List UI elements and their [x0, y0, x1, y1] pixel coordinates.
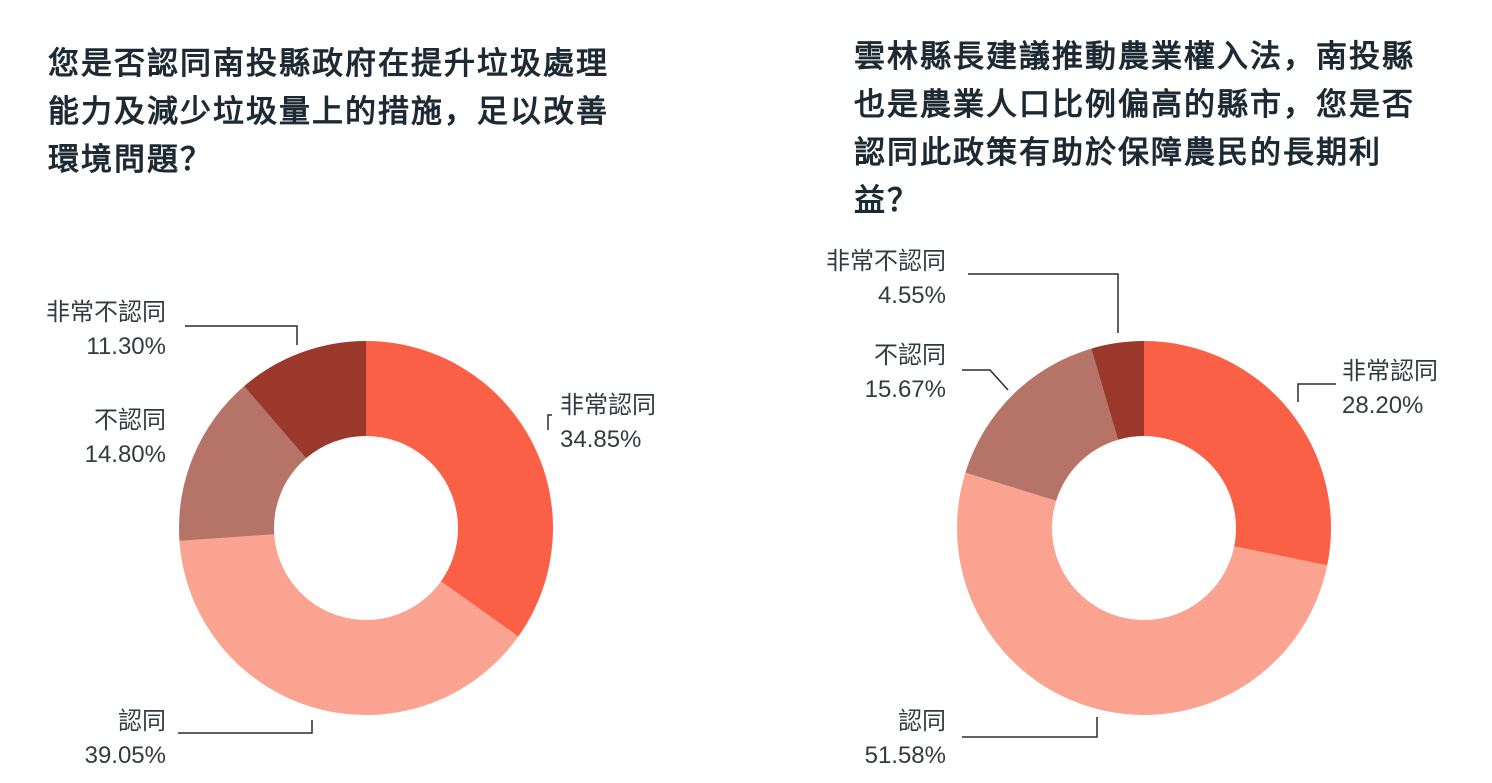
- label-value-left-very-disagree: 11.30%: [86, 333, 166, 360]
- leader-line-right-very-agree: [1297, 383, 1336, 402]
- chart-title-left-line-1: 您是否認同南投縣政府在提升垃圾處理: [48, 46, 609, 82]
- chart-title-right: 雲林縣長建議推動農業權入法，南投縣 也是農業人口比例偏高的縣市，您是否 認同此政…: [854, 33, 1415, 225]
- slice-right-agree: [957, 472, 1328, 716]
- label-value-left-disagree: 14.80%: [85, 441, 166, 468]
- chart-title-left-line-2: 能力及減少垃圾量上的措施，足以改善: [48, 94, 609, 130]
- slice-left-agree: [179, 534, 519, 716]
- leader-line-left-very-agree: [547, 414, 552, 430]
- chart-title-left: 您是否認同南投縣政府在提升垃圾處理 能力及減少垃圾量上的措施，足以改善 環境問題…: [48, 40, 609, 184]
- slice-right-very-disagree: [1091, 341, 1144, 440]
- label-value-left-very-agree: 34.85%: [560, 426, 641, 453]
- chart-title-right-line-3: 認同此政策有助於保障農民的長期利: [854, 135, 1382, 171]
- label-value-left-agree: 39.05%: [85, 742, 166, 769]
- slice-right-disagree: [965, 348, 1119, 501]
- slice-left-disagree: [179, 386, 307, 541]
- label-category-left-very-agree: 非常認同: [560, 392, 656, 419]
- slice-left-very-disagree: [244, 341, 366, 459]
- chart-title-right-line-2: 也是農業人口比例偏高的縣市，您是否: [854, 87, 1415, 123]
- label-value-right-very-agree: 28.20%: [1342, 392, 1423, 419]
- label-category-left-disagree: 不認同: [94, 407, 166, 434]
- label-category-right-disagree: 不認同: [874, 342, 946, 369]
- leader-line-left-agree: [178, 720, 313, 734]
- slice-left-very-agree: [366, 341, 553, 637]
- leader-line-right-very-disagree: [968, 273, 1119, 333]
- chart-title-left-line-3: 環境問題？: [48, 142, 213, 178]
- chart-title-right-line-1: 雲林縣長建議推動農業權入法，南投縣: [854, 39, 1415, 75]
- leader-line-left-very-disagree: [185, 325, 298, 345]
- label-category-left-agree: 認同: [118, 708, 166, 735]
- chart-title-right-line-4: 益？: [854, 183, 920, 219]
- label-category-left-very-disagree: 非常不認同: [46, 299, 166, 326]
- label-category-right-very-disagree: 非常不認同: [826, 248, 946, 275]
- leader-line-right-disagree: [962, 369, 1009, 391]
- label-category-right-very-agree: 非常認同: [1342, 358, 1438, 385]
- leader-line-right-agree: [962, 717, 1098, 738]
- label-value-right-very-disagree: 4.55%: [878, 282, 946, 309]
- label-value-right-agree: 51.58%: [865, 742, 946, 769]
- label-value-right-disagree: 15.67%: [865, 376, 946, 403]
- slice-right-very-agree: [1144, 341, 1331, 566]
- label-category-right-agree: 認同: [898, 708, 946, 735]
